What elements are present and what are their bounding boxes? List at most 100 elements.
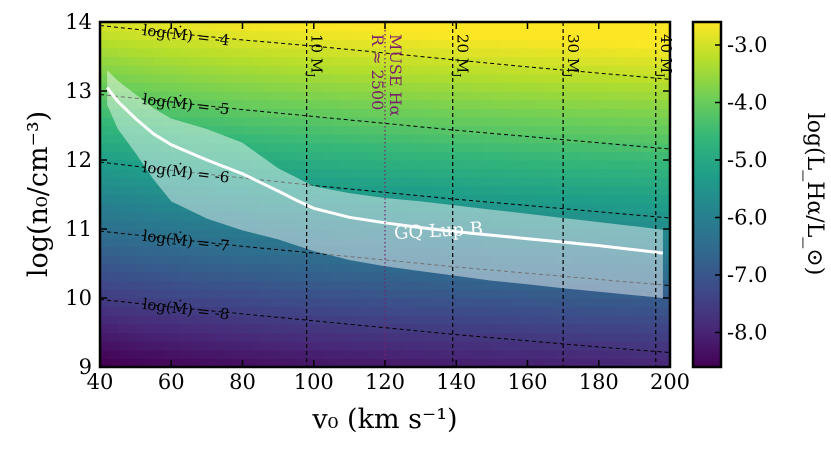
heatmap-cell bbox=[233, 358, 244, 367]
heatmap-cell bbox=[563, 125, 573, 135]
heatmap-cell bbox=[607, 229, 618, 239]
heatmap-cell bbox=[527, 323, 538, 334]
heatmap-cell bbox=[482, 298, 493, 308]
heatmap-cell bbox=[385, 272, 395, 282]
heatmap-cell bbox=[393, 280, 404, 290]
heatmap-cell bbox=[304, 142, 315, 152]
heatmap-cell bbox=[580, 56, 591, 66]
heatmap-cell bbox=[509, 151, 520, 161]
heatmap-cell bbox=[340, 116, 350, 127]
heatmap-cell bbox=[215, 65, 226, 75]
heatmap-cell bbox=[634, 134, 644, 144]
heatmap-cell bbox=[518, 91, 529, 101]
heatmap-cell bbox=[322, 160, 333, 170]
heatmap-cell bbox=[589, 82, 600, 92]
heatmap-cell bbox=[180, 332, 190, 342]
heatmap-cell bbox=[304, 185, 315, 196]
heatmap-cell bbox=[206, 151, 217, 161]
heatmap-cell bbox=[661, 47, 670, 58]
heatmap-cell bbox=[385, 82, 395, 92]
heatmap-cell bbox=[589, 125, 600, 135]
heatmap-cell bbox=[251, 99, 261, 109]
heatmap-cell bbox=[634, 289, 644, 299]
heatmap-cell bbox=[206, 254, 217, 265]
heatmap-cell bbox=[393, 237, 404, 247]
heatmap-cell bbox=[215, 168, 226, 178]
heatmap-cell bbox=[385, 289, 395, 299]
heatmap-cell bbox=[598, 39, 609, 49]
heatmap-cell bbox=[456, 211, 466, 221]
heatmap-cell bbox=[295, 125, 306, 135]
heatmap-cell bbox=[527, 91, 538, 101]
heatmap-cell bbox=[572, 22, 582, 32]
heatmap-cell bbox=[260, 254, 270, 265]
heatmap-cell bbox=[313, 332, 324, 342]
heatmap-cell bbox=[554, 142, 564, 152]
heatmap-cell bbox=[206, 73, 217, 83]
heatmap-cell bbox=[242, 160, 253, 170]
heatmap-cell bbox=[197, 246, 208, 256]
heatmap-cell bbox=[518, 358, 529, 367]
heatmap-cell bbox=[634, 39, 644, 49]
heatmap-cell bbox=[607, 280, 618, 290]
heatmap-cell bbox=[224, 237, 235, 247]
heatmap-cell bbox=[652, 125, 662, 135]
heatmap-cell bbox=[580, 323, 591, 334]
heatmap-cell bbox=[589, 30, 600, 40]
heatmap-cell bbox=[313, 116, 324, 127]
heatmap-cell bbox=[625, 289, 635, 299]
heatmap-cell bbox=[402, 211, 413, 221]
heatmap-cell bbox=[117, 220, 128, 230]
heatmap-cell bbox=[572, 229, 582, 239]
heatmap-cell bbox=[643, 108, 653, 118]
heatmap-cell bbox=[509, 142, 520, 152]
heatmap-cell bbox=[598, 73, 609, 83]
heatmap-cell bbox=[625, 315, 635, 325]
heatmap-cell bbox=[393, 125, 404, 135]
heatmap-cell bbox=[224, 254, 235, 265]
heatmap-cell bbox=[482, 73, 493, 83]
heatmap-cell bbox=[180, 341, 190, 351]
heatmap-cell bbox=[260, 30, 270, 40]
heatmap-cell bbox=[420, 289, 431, 299]
heatmap-cell bbox=[420, 298, 431, 308]
heatmap-cell bbox=[456, 65, 466, 75]
heatmap-cell bbox=[456, 263, 466, 273]
heatmap-cell bbox=[598, 134, 609, 144]
heatmap-cell bbox=[260, 194, 270, 204]
heatmap-cell bbox=[580, 272, 591, 282]
heatmap-cell bbox=[385, 151, 395, 161]
heatmap-cell bbox=[269, 263, 279, 273]
heatmap-cell bbox=[643, 142, 653, 152]
heatmap-cell bbox=[545, 82, 555, 92]
heatmap-cell bbox=[589, 237, 600, 247]
heatmap-cell bbox=[189, 160, 199, 170]
heatmap-cell bbox=[652, 116, 662, 127]
heatmap-cell bbox=[295, 220, 306, 230]
heatmap-cell bbox=[616, 237, 627, 247]
heatmap-cell bbox=[527, 134, 538, 144]
heatmap-cell bbox=[598, 56, 609, 66]
heatmap-cell bbox=[144, 22, 155, 32]
heatmap-cell bbox=[385, 56, 395, 66]
heatmap-cell bbox=[447, 108, 457, 118]
heatmap-cell bbox=[402, 185, 413, 196]
heatmap-cell bbox=[554, 298, 564, 308]
heatmap-cell bbox=[349, 341, 359, 351]
heatmap-cell bbox=[429, 280, 440, 290]
heatmap-cell bbox=[100, 142, 110, 152]
heatmap-cell bbox=[491, 22, 502, 32]
heatmap-cell bbox=[376, 272, 386, 282]
heatmap-cell bbox=[322, 168, 333, 178]
heatmap-cell bbox=[500, 47, 511, 58]
heatmap-cell bbox=[661, 323, 670, 334]
heatmap-cell bbox=[251, 125, 261, 135]
heatmap-cell bbox=[349, 263, 359, 273]
heatmap-cell bbox=[598, 237, 609, 247]
heatmap-cell bbox=[402, 237, 413, 247]
heatmap-cell bbox=[438, 116, 448, 127]
heatmap-cell bbox=[215, 91, 226, 101]
heatmap-cell bbox=[171, 289, 181, 299]
heatmap-cell bbox=[171, 280, 181, 290]
heatmap-cell bbox=[545, 254, 555, 265]
